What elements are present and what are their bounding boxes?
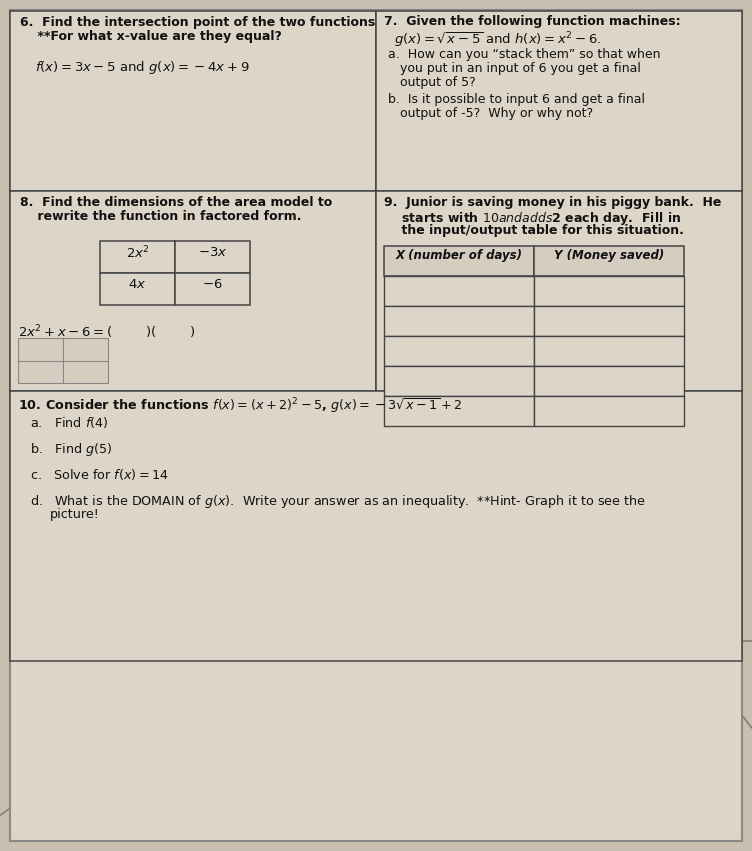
FancyBboxPatch shape bbox=[10, 391, 742, 661]
Text: you put in an input of 6 you get a final: you put in an input of 6 you get a final bbox=[400, 62, 641, 75]
FancyBboxPatch shape bbox=[534, 246, 684, 276]
FancyBboxPatch shape bbox=[534, 366, 684, 396]
Text: $- 3x$: $- 3x$ bbox=[198, 247, 227, 260]
Text: output of 5?: output of 5? bbox=[400, 76, 476, 89]
FancyBboxPatch shape bbox=[384, 276, 534, 306]
Text: b.   Find $g(5)$: b. Find $g(5)$ bbox=[30, 441, 112, 458]
FancyBboxPatch shape bbox=[100, 273, 175, 305]
FancyBboxPatch shape bbox=[175, 241, 250, 273]
Text: 6.  Find the intersection point of the two functions: 6. Find the intersection point of the tw… bbox=[20, 16, 375, 29]
Text: the input/output table for this situation.: the input/output table for this situatio… bbox=[384, 224, 684, 237]
Text: rewrite the function in factored form.: rewrite the function in factored form. bbox=[20, 210, 302, 223]
FancyBboxPatch shape bbox=[18, 338, 108, 383]
Text: starts with $10 and adds $2 each day.  Fill in: starts with $10 and adds $2 each day. Fi… bbox=[384, 210, 681, 227]
FancyBboxPatch shape bbox=[384, 366, 534, 396]
FancyBboxPatch shape bbox=[10, 11, 376, 191]
Text: $g(x) = \sqrt{x-5}$ and $h(x) = x^2 - 6.$: $g(x) = \sqrt{x-5}$ and $h(x) = x^2 - 6.… bbox=[394, 31, 602, 50]
Text: a.   Find $f(4)$: a. Find $f(4)$ bbox=[30, 415, 108, 430]
Text: **For what x-value are they equal?: **For what x-value are they equal? bbox=[20, 30, 282, 43]
FancyBboxPatch shape bbox=[10, 191, 376, 391]
Text: X (number of days): X (number of days) bbox=[396, 249, 523, 262]
Text: output of -5?  Why or why not?: output of -5? Why or why not? bbox=[400, 107, 593, 120]
FancyBboxPatch shape bbox=[384, 306, 534, 336]
FancyBboxPatch shape bbox=[175, 273, 250, 305]
FancyBboxPatch shape bbox=[534, 276, 684, 306]
Text: a.  How can you “stack them” so that when: a. How can you “stack them” so that when bbox=[388, 48, 660, 61]
Text: picture!: picture! bbox=[50, 508, 100, 521]
Text: $- 6$: $- 6$ bbox=[202, 278, 223, 292]
FancyBboxPatch shape bbox=[534, 306, 684, 336]
FancyBboxPatch shape bbox=[10, 10, 742, 841]
Text: $f(x) = 3x - 5$ and $g(x) =- 4x + 9$: $f(x) = 3x - 5$ and $g(x) =- 4x + 9$ bbox=[35, 59, 250, 76]
Text: 8.  Find the dimensions of the area model to: 8. Find the dimensions of the area model… bbox=[20, 196, 332, 209]
FancyBboxPatch shape bbox=[384, 396, 534, 426]
FancyBboxPatch shape bbox=[100, 241, 175, 273]
Text: c.   Solve for $f(x) = 14$: c. Solve for $f(x) = 14$ bbox=[30, 467, 168, 482]
Text: $2x^2 + x - 6 = ($        $)($        $)$: $2x^2 + x - 6 = ($ $)($ $)$ bbox=[18, 323, 195, 340]
FancyBboxPatch shape bbox=[376, 191, 742, 391]
Text: 7.  Given the following function machines:: 7. Given the following function machines… bbox=[384, 15, 681, 28]
Text: Y (Money saved): Y (Money saved) bbox=[554, 249, 664, 262]
Text: $4x$: $4x$ bbox=[129, 278, 147, 292]
Text: $2x^2$: $2x^2$ bbox=[126, 245, 150, 261]
FancyBboxPatch shape bbox=[384, 246, 534, 276]
FancyBboxPatch shape bbox=[384, 336, 534, 366]
Text: d.   What is the DOMAIN of $g(x)$.  Write your answer as an inequality.  **Hint-: d. What is the DOMAIN of $g(x)$. Write y… bbox=[30, 493, 646, 510]
Text: 9.  Junior is saving money in his piggy bank.  He: 9. Junior is saving money in his piggy b… bbox=[384, 196, 721, 209]
FancyBboxPatch shape bbox=[534, 396, 684, 426]
Text: 10. Consider the functions $f(x) = (x + 2)^2 - 5$, $g(x) =- 3\sqrt{x-1} + 2$: 10. Consider the functions $f(x) = (x + … bbox=[18, 397, 462, 416]
Text: b.  Is it possible to input 6 and get a final: b. Is it possible to input 6 and get a f… bbox=[388, 93, 645, 106]
FancyBboxPatch shape bbox=[534, 336, 684, 366]
FancyBboxPatch shape bbox=[376, 11, 742, 191]
